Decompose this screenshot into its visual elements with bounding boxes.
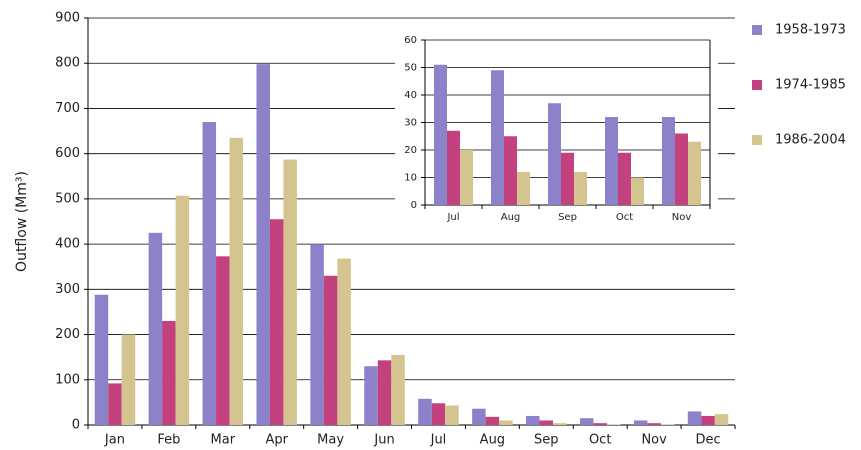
y-tick-label: 50 [404,63,417,74]
legend-swatch [752,80,762,90]
bar [714,414,729,425]
x-tick-label: Mar [211,433,236,448]
y-tick-label: 100 [55,372,80,387]
x-tick-label: Sep [558,212,577,223]
bar [391,354,405,425]
y-tick-label: 500 [55,191,80,206]
bar [561,152,574,205]
y-tick-label: 30 [404,118,417,129]
bar [633,420,648,425]
bar [447,130,460,205]
x-tick-label: Oct [589,433,611,448]
bar [574,172,587,205]
x-tick-label: Jun [373,433,394,448]
x-tick-label: May [317,433,344,448]
x-tick-label: Apr [265,433,288,448]
bar [579,418,594,425]
bar [485,416,500,425]
bar [675,133,688,205]
bar [460,150,473,205]
y-tick-label: 600 [55,146,80,161]
legend-swatch [752,25,762,35]
y-tick-label: 300 [55,282,80,297]
x-tick-label: Jul [430,433,447,448]
bar [499,420,513,425]
x-tick-label: Dec [695,433,720,448]
bar [688,141,701,205]
bar [175,195,190,425]
x-tick-label: Nov [672,212,692,223]
bar [605,117,618,205]
bar [618,152,631,205]
bar [593,423,607,425]
x-tick-label: Feb [157,433,180,448]
y-tick-label: 0 [411,200,417,211]
x-tick-label: Sep [534,433,559,448]
x-tick-label: Jan [104,433,125,448]
bar [418,398,432,425]
bar [434,64,447,205]
bar [445,405,459,425]
x-tick-label: Jul [446,212,459,223]
bar [526,415,540,425]
bar [216,256,230,425]
bar [647,423,661,425]
bar [162,320,176,425]
bar [687,411,702,425]
y-tick-label: 800 [55,56,80,71]
bar [517,172,530,205]
x-tick-label: Nov [641,433,667,448]
legend-swatch [752,135,762,145]
y-tick-label: 40 [404,90,417,101]
bar [202,122,217,425]
y-tick-label: 0 [72,418,80,433]
bar [283,159,297,425]
bar [337,258,351,425]
legend-label: 1974-1985 [775,78,846,93]
bar [229,137,244,426]
legend-label: 1958-1973 [775,23,846,38]
bar [701,415,715,425]
bar [94,294,109,425]
y-tick-label: 20 [404,145,417,156]
bar [377,360,392,425]
legend: 1958-1973 1974-1985 1986-2004 [752,23,846,148]
legend-label: 1986-2004 [775,133,846,148]
y-tick-label: 200 [55,327,80,342]
y-tick-label: 60 [404,35,417,46]
bar [539,420,554,425]
y-tick-label: 400 [55,237,80,252]
bar [431,403,446,425]
y-tick-label: 700 [55,101,80,116]
bar [491,70,504,205]
bar [548,103,561,205]
bar [310,244,324,425]
bar [631,177,644,205]
bar [148,232,163,425]
bar [364,366,378,425]
bar [323,275,338,425]
x-tick-label: Oct [616,212,633,223]
bar [553,423,567,425]
inset-chart: 0 10 20 30 40 50 60 Jul Aug Sep Oct Nov [395,32,718,227]
y-tick-label: 900 [55,11,80,26]
bar [121,334,136,425]
bar [108,383,122,425]
bar [256,64,270,426]
y-tick-label: 10 [404,173,417,184]
y-axis-label: Outflow (Mm³) [14,171,30,272]
bar [472,408,486,425]
bar [662,117,675,205]
x-tick-label: Aug [480,433,505,448]
bar [269,219,284,425]
x-tick-label: Aug [501,212,521,223]
bar [504,136,517,205]
